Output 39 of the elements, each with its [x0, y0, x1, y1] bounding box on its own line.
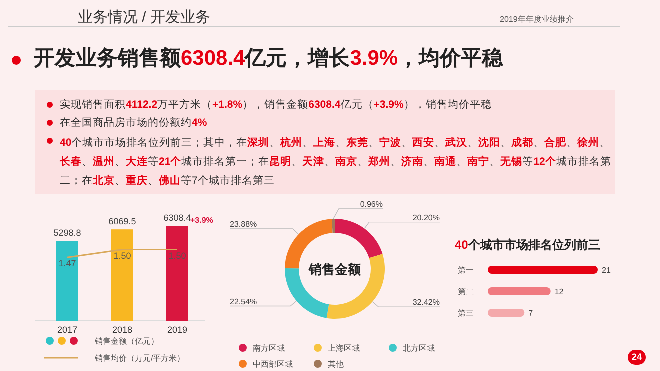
data-label: 6069.5: [108, 216, 136, 227]
y-tick-label: 第三: [458, 309, 474, 318]
data-label: 21: [602, 266, 612, 275]
legend-label: 销售均价（万元/平方米）: [94, 354, 186, 363]
data-label: 23.88%: [230, 220, 258, 230]
data-label: 32.42%: [412, 298, 440, 308]
text: 40个城市市场排名位列前三；其中，在深圳、杭州、上海、东莞、宁波、西安、武汉、沈阳、成都、合肥、徐州、长春、温州、大连等21个城市排名第一；在昆明、天津、南京、郑州、济南、南通、南宁、无锡等12个城市排名第二；在北京、重庆、佛山等7个城市排名第三: [60, 137, 612, 187]
donut-slice: [335, 219, 383, 258]
legend-label: 销售金额（亿元）: [94, 337, 159, 346]
data-label: 1.50: [114, 250, 132, 261]
text: 24: [632, 352, 642, 362]
legend-label: 中西部区域: [253, 360, 293, 369]
data-label: 1.50: [168, 250, 186, 261]
data-label: 20.20%: [412, 213, 440, 222]
x-tick-label: 2017: [57, 325, 78, 335]
text: 实现销售面积4112.2万平方米（+1.8%），销售金额6308.4亿元（+3.9%），销售均价平稳: [60, 99, 492, 111]
data-label: 12: [554, 288, 564, 296]
data-label: 0.96%: [360, 200, 383, 209]
y-tick-label: 第一: [458, 266, 474, 275]
chart-title: 40个城市市场排名位列前三: [455, 238, 600, 252]
text: 业务情况 / 开发业务: [78, 9, 211, 26]
text: 销售金额: [308, 262, 362, 277]
text: 在全国商品房市场的份额约4%: [60, 117, 208, 129]
y-tick-label: 第二: [458, 288, 474, 296]
text: 开发业务销售额6308.4亿元，增长3.9%，均价平稳: [34, 47, 504, 70]
annotation: +3.9%: [190, 216, 214, 225]
legend-label: 南方区域: [253, 344, 285, 353]
x-tick-label: 2018: [112, 325, 133, 335]
data-label: 7: [528, 309, 534, 318]
data-label: 1.47: [58, 258, 76, 269]
legend-label: 北方区域: [403, 344, 435, 353]
data-label: 6308.4: [164, 213, 192, 223]
donut-slice: [332, 219, 335, 234]
data-label: 22.54%: [230, 297, 258, 306]
data-label: 5298.8: [54, 228, 82, 238]
x-tick-label: 2019: [167, 325, 188, 335]
text: 2019年年度业绩推介: [500, 15, 574, 24]
legend-label: 其他: [328, 360, 344, 369]
legend-label: 上海区域: [328, 344, 360, 353]
